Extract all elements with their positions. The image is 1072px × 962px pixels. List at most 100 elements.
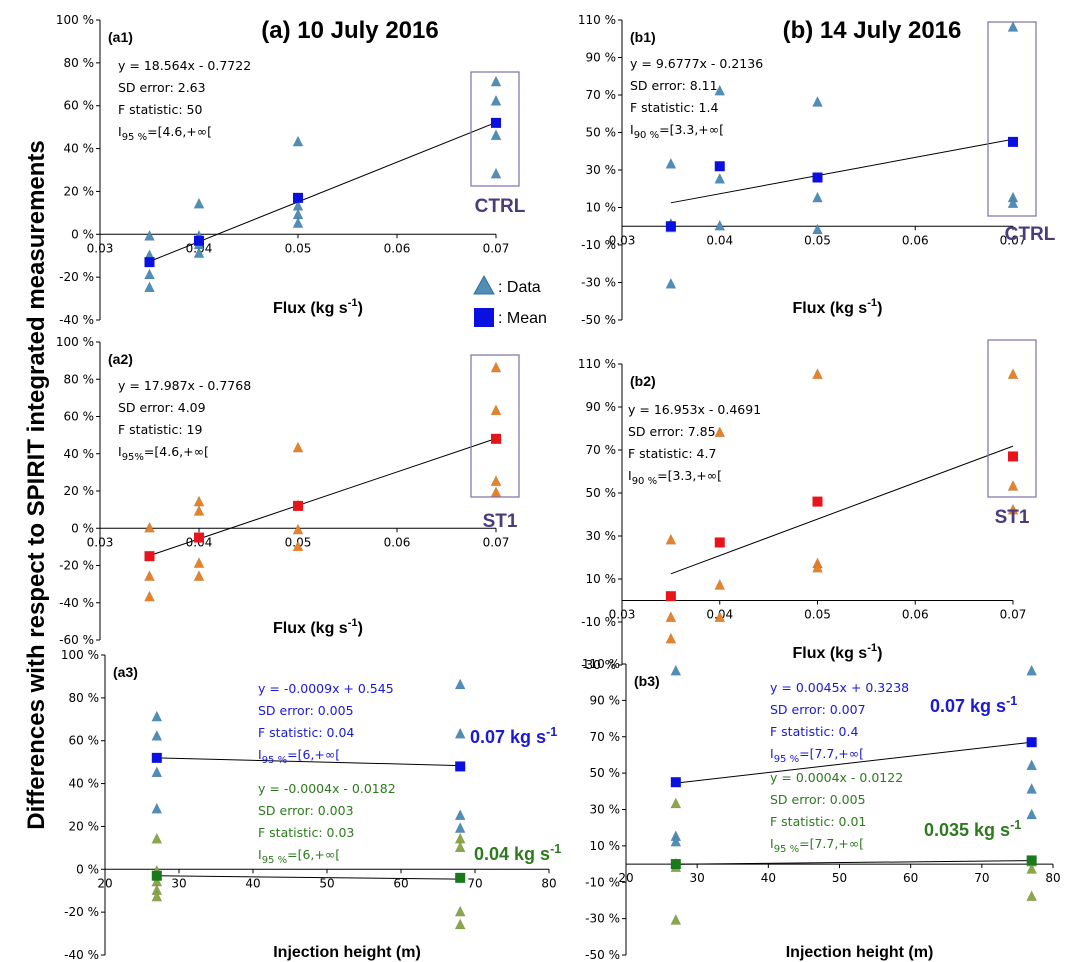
x-tick-label: 60 — [393, 876, 408, 890]
panel-label: (b2) — [630, 373, 656, 389]
y-tick-label: 20 % — [64, 484, 95, 498]
legend-data-marker — [473, 274, 495, 295]
data-point-high — [454, 809, 466, 821]
regression-annotation-high: y = 0.0045x + 0.3238 — [770, 680, 909, 695]
y-tick-label: 110 % — [578, 357, 616, 371]
column-b-title: (b) 14 July 2016 — [783, 17, 962, 44]
y-tick-label: -10 % — [585, 875, 620, 889]
y-tick-label: 40 % — [69, 777, 100, 791]
x-tick-label: 70 — [974, 871, 989, 885]
x-axis-label: Flux (kg s-1) — [793, 297, 883, 317]
data-point — [292, 540, 304, 552]
y-tick-label: 0 % — [71, 521, 94, 535]
x-tick-label: 0.05 — [285, 241, 312, 255]
y-tick-label: -50 % — [581, 313, 616, 327]
regression-annotation-low: y = 0.0004x - 0.0122 — [770, 770, 903, 785]
y-tick-label: 90 % — [586, 400, 617, 414]
data-point — [490, 486, 502, 498]
y-tick-label: 40 % — [64, 447, 95, 461]
regression-annotation: y = 16.953x - 0.4691 — [628, 402, 761, 417]
data-point — [714, 578, 726, 590]
mean-point-high — [1026, 737, 1037, 748]
data-point — [193, 197, 205, 209]
data-point — [144, 521, 155, 533]
y-tick-label: 70 % — [586, 88, 617, 102]
data-point — [812, 191, 823, 203]
data-point — [665, 611, 677, 623]
y-tick-label: -30 % — [581, 276, 616, 290]
y-tick-label: 20 % — [64, 184, 95, 198]
panel-b1: -50 % -30 % -10 % 10 % 30 % 50 % 70 % 90 % 110 %… — [578, 13, 1056, 327]
data-point — [714, 172, 726, 184]
fit-line-high — [675, 741, 1032, 784]
regression-annotation-high: F statistic: 0.4 — [770, 724, 858, 739]
data-point-high — [151, 802, 163, 814]
regression-annotation-high: SD error: 0.005 — [258, 703, 354, 718]
y-tick-label: -20 % — [59, 270, 94, 284]
mean-point-low — [1026, 855, 1037, 866]
x-tick-label: 0.04 — [706, 233, 733, 247]
data-point — [1007, 479, 1019, 491]
data-point — [665, 157, 677, 169]
mean-point — [194, 235, 204, 246]
mean-point — [491, 433, 501, 444]
data-point — [490, 94, 502, 106]
data-point — [193, 246, 205, 258]
fit-line — [149, 121, 497, 262]
data-point — [193, 495, 205, 507]
panel-a1: -40 % -20 % 0 % 20 % 40 % 60 % 80 % 100 % 0.03 0.… — [56, 13, 526, 327]
mean-point — [714, 161, 725, 172]
y-tick-label: 0 % — [76, 862, 99, 876]
x-tick-label: 0.07 — [1000, 233, 1027, 247]
mean-point — [665, 591, 676, 602]
fit-line — [670, 445, 1014, 575]
regression-annotation: y = 17.987x - 0.7768 — [118, 378, 251, 393]
legend-data-label: : Data — [498, 279, 541, 296]
data-point — [490, 361, 502, 373]
x-tick-label: 0.07 — [483, 535, 510, 549]
regression-annotation-high: y = -0.0009x + 0.545 — [258, 681, 394, 696]
panel-label: (a2) — [108, 351, 133, 367]
x-tick-label: 0.03 — [87, 241, 114, 255]
data-point-high — [454, 821, 466, 833]
data-point-high — [151, 766, 163, 778]
x-tick-label: 20 — [97, 876, 112, 890]
y-tick-label: 50 % — [590, 766, 621, 780]
data-point-low — [1026, 890, 1038, 902]
regression-annotation: y = 9.6777x - 0.2136 — [630, 56, 763, 71]
regression-annotation: SD error: 8.11 — [630, 78, 718, 93]
mean-point — [1008, 451, 1018, 462]
group-box — [470, 354, 520, 498]
mean-point-high — [151, 752, 162, 763]
data-point — [292, 441, 304, 453]
data-point-high — [1026, 759, 1038, 771]
x-axis-label: Flux (kg s-1) — [273, 617, 363, 637]
data-point — [812, 95, 823, 107]
x-tick-label: 0.07 — [1000, 608, 1027, 622]
mean-point-low — [670, 859, 681, 870]
data-point-high — [1026, 664, 1038, 676]
x-tick-label: 20 — [618, 871, 633, 885]
data-point — [144, 590, 155, 602]
data-point — [193, 570, 205, 581]
regression-annotation-low: I95 %=[7.7,+∞[ — [770, 836, 864, 855]
data-point-low — [151, 832, 163, 844]
data-point — [714, 611, 726, 623]
y-tick-label: 30 % — [586, 163, 617, 177]
y-tick-label: 50 % — [586, 486, 617, 500]
y-tick-label: 90 % — [586, 51, 617, 65]
x-tick-label: 0.05 — [804, 233, 831, 247]
data-point-low — [454, 918, 466, 930]
y-tick-label: 100 % — [61, 648, 99, 662]
regression-annotation: F statistic: 19 — [118, 422, 203, 437]
mean-point — [665, 221, 676, 232]
mean-point-low — [151, 870, 162, 881]
regression-annotation: y = 18.564x - 0.7722 — [118, 58, 251, 73]
data-point — [144, 268, 155, 280]
data-point — [144, 570, 155, 581]
x-tick-label: 30 — [171, 876, 186, 890]
data-point-low — [670, 797, 682, 809]
x-tick-label: 0.03 — [87, 535, 114, 549]
y-tick-label: 30 % — [590, 803, 621, 817]
data-point — [665, 533, 677, 545]
